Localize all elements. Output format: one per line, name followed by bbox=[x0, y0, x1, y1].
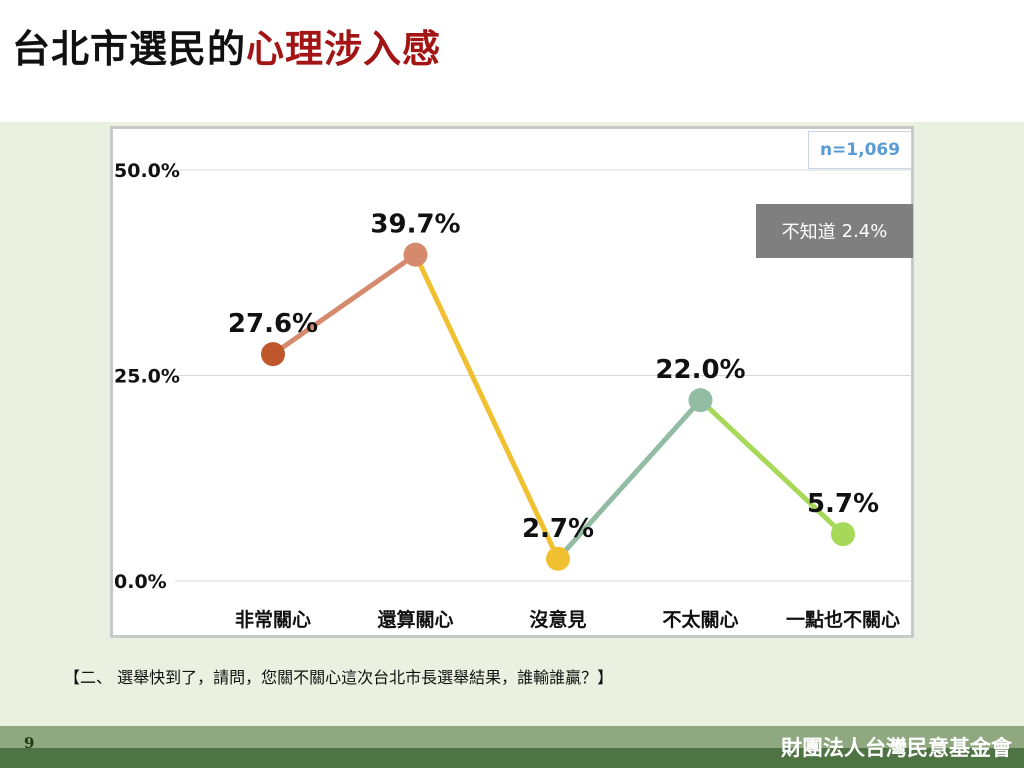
x-tick-label: 一點也不關心 bbox=[786, 608, 900, 631]
data-point bbox=[688, 388, 713, 413]
x-tick-label: 沒意見 bbox=[529, 608, 586, 631]
x-tick-label: 不太關心 bbox=[662, 608, 738, 631]
x-axis-ticks: 非常關心 還算關心 沒意見 不太關心 一點也不關心 bbox=[235, 608, 900, 631]
footer-bar bbox=[0, 726, 1024, 768]
title-accent: 心理涉入感 bbox=[246, 27, 442, 71]
title-main: 台北市選民的 bbox=[12, 27, 247, 71]
y-tick-label: 25.0% bbox=[114, 366, 180, 388]
sample-size-badge: n=1,069 bbox=[808, 131, 912, 169]
page-title: 台北市選民的心理涉入感 bbox=[12, 18, 441, 73]
footer-stripe bbox=[0, 726, 1024, 748]
x-tick-label: 還算關心 bbox=[377, 608, 453, 631]
y-tick-label: 50.0% bbox=[114, 160, 180, 182]
data-label: 2.7% bbox=[522, 514, 594, 544]
series-lines bbox=[270, 252, 846, 562]
unknown-value: 2.4% bbox=[841, 220, 888, 242]
data-point bbox=[546, 546, 570, 571]
x-tick-label: 非常關心 bbox=[235, 608, 311, 631]
data-point bbox=[261, 342, 285, 367]
data-point bbox=[403, 242, 428, 267]
series-line-segment bbox=[270, 252, 418, 357]
data-point bbox=[831, 522, 855, 547]
data-labels: 27.6% 39.7% 2.7% 22.0% 5.7% bbox=[228, 210, 879, 544]
series-points bbox=[261, 242, 855, 571]
y-axis-ticks: 0.0% 25.0% 50.0% bbox=[114, 160, 180, 593]
organization-name: 財團法人台灣民意基金會 bbox=[781, 736, 1012, 760]
data-label: 5.7% bbox=[807, 489, 879, 519]
gridlines bbox=[175, 169, 912, 582]
series-line-segment bbox=[698, 397, 846, 537]
data-label: 27.6% bbox=[228, 309, 318, 339]
series-line-segment bbox=[413, 252, 561, 562]
data-label: 39.7% bbox=[370, 210, 460, 240]
unknown-response-note: 不知道 2.4% bbox=[756, 204, 913, 258]
page-number: 9 bbox=[24, 734, 35, 752]
series-line-segment bbox=[555, 397, 703, 562]
y-tick-label: 0.0% bbox=[114, 571, 167, 593]
survey-question: 【二、 選舉快到了，請問，您關不關心這次台北市長選舉結果，誰輸誰贏？】 bbox=[64, 668, 614, 687]
unknown-label: 不知道 bbox=[781, 222, 836, 243]
data-label: 22.0% bbox=[655, 355, 745, 385]
